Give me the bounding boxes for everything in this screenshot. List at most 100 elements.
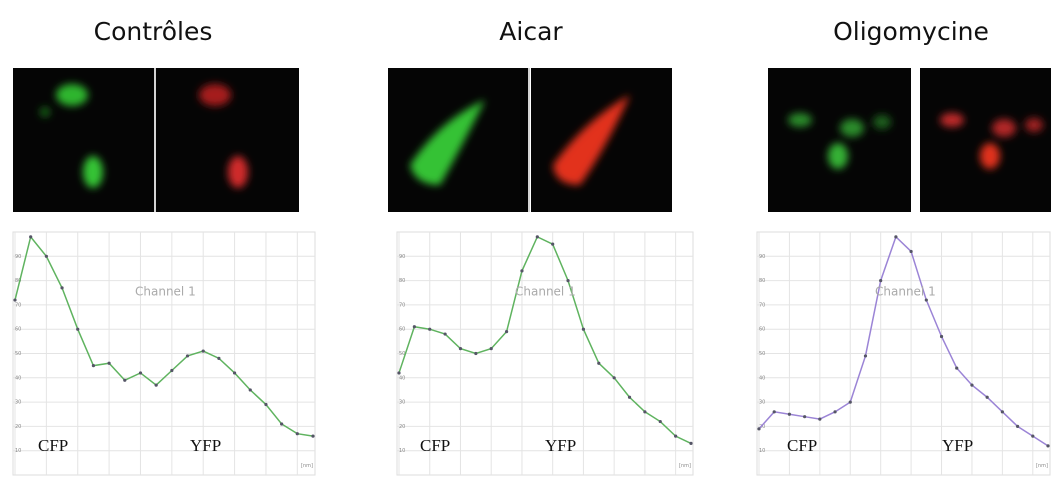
legend-label: Channel 1	[515, 285, 576, 299]
point	[689, 441, 693, 446]
point	[1031, 434, 1035, 438]
annotation: CFP	[787, 436, 817, 455]
point	[458, 347, 463, 351]
x-unit: [nm]	[1036, 463, 1048, 469]
y-tick-label: 80	[399, 278, 405, 284]
point	[924, 298, 928, 302]
point	[474, 351, 478, 356]
point	[1000, 410, 1004, 414]
point	[248, 388, 252, 392]
point	[581, 327, 586, 331]
point	[757, 427, 761, 431]
line	[14, 235, 314, 437]
point	[658, 419, 662, 424]
point	[970, 383, 974, 387]
x-unit: [nm]	[301, 463, 313, 469]
y-tick-label: 30	[15, 400, 21, 406]
point	[232, 371, 237, 375]
point	[643, 410, 647, 414]
point	[170, 368, 174, 373]
y-tick-label: 90	[15, 254, 21, 260]
point	[154, 383, 158, 387]
point	[107, 361, 111, 365]
y-tick-label: 10	[399, 448, 405, 454]
y-tick-label: 10	[15, 448, 21, 454]
point	[674, 434, 678, 438]
y-tick-label: 70	[759, 302, 765, 308]
point	[397, 371, 401, 375]
y-tick-label: 90	[399, 254, 405, 260]
point	[939, 334, 944, 339]
annotation: CFP	[420, 436, 450, 455]
point	[848, 400, 852, 404]
point	[185, 354, 190, 358]
panel-title: Oligomycine	[833, 17, 989, 46]
y-tick-label: 40	[399, 375, 405, 381]
annotation: CFP	[38, 436, 68, 455]
point	[833, 410, 837, 414]
y-tick-label: 80	[759, 278, 765, 284]
point	[787, 412, 792, 416]
point	[597, 361, 601, 365]
point	[520, 269, 524, 273]
x-unit: [nm]	[679, 463, 691, 469]
point	[551, 242, 555, 246]
point	[894, 235, 898, 239]
y-tick-label: 60	[15, 327, 21, 333]
point	[91, 364, 96, 368]
point	[201, 349, 205, 353]
y-tick-label: 20	[399, 424, 405, 430]
y-tick-label: 30	[399, 400, 405, 406]
point	[612, 376, 616, 380]
point	[772, 410, 776, 414]
point	[879, 279, 883, 283]
legend-label: Channel 1	[875, 285, 936, 299]
legend-label: Channel 1	[135, 285, 196, 299]
point	[1015, 424, 1020, 428]
point	[1046, 444, 1050, 448]
line	[398, 235, 692, 445]
y-tick-label: 70	[399, 302, 405, 308]
point	[566, 279, 570, 283]
point	[280, 422, 284, 426]
point	[955, 366, 959, 370]
point	[863, 354, 868, 358]
panel-title: Contrôles	[94, 17, 213, 46]
point	[627, 395, 632, 399]
point	[60, 286, 64, 290]
y-tick-label: 70	[15, 302, 21, 308]
line	[758, 235, 1049, 447]
y-tick-label: 40	[15, 375, 21, 381]
y-tick-label: 50	[15, 351, 21, 357]
point	[428, 327, 432, 331]
annotation: YFP	[190, 436, 221, 455]
y-tick-label: 90	[759, 254, 765, 260]
point	[985, 395, 989, 399]
point	[138, 371, 143, 375]
annotation: YFP	[545, 436, 576, 455]
point	[443, 332, 447, 336]
y-tick-label: 30	[759, 400, 765, 406]
point	[123, 378, 127, 382]
point	[217, 356, 221, 360]
y-tick-label: 50	[399, 351, 405, 357]
point	[76, 327, 80, 331]
panel-title: Aicar	[499, 17, 563, 46]
point	[295, 432, 299, 436]
y-tick-label: 60	[759, 327, 765, 333]
point	[818, 417, 822, 421]
y-tick-label: 60	[399, 327, 405, 333]
point	[909, 249, 913, 254]
point	[535, 235, 539, 239]
y-tick-label: 50	[759, 351, 765, 357]
micrographs	[13, 68, 1051, 212]
y-tick-label: 80	[15, 278, 21, 284]
point	[29, 235, 33, 239]
y-tick-label: 20	[759, 424, 765, 430]
point	[803, 415, 807, 419]
y-tick-label: 40	[759, 375, 765, 381]
point	[504, 330, 509, 334]
annotation: YFP	[942, 436, 973, 455]
